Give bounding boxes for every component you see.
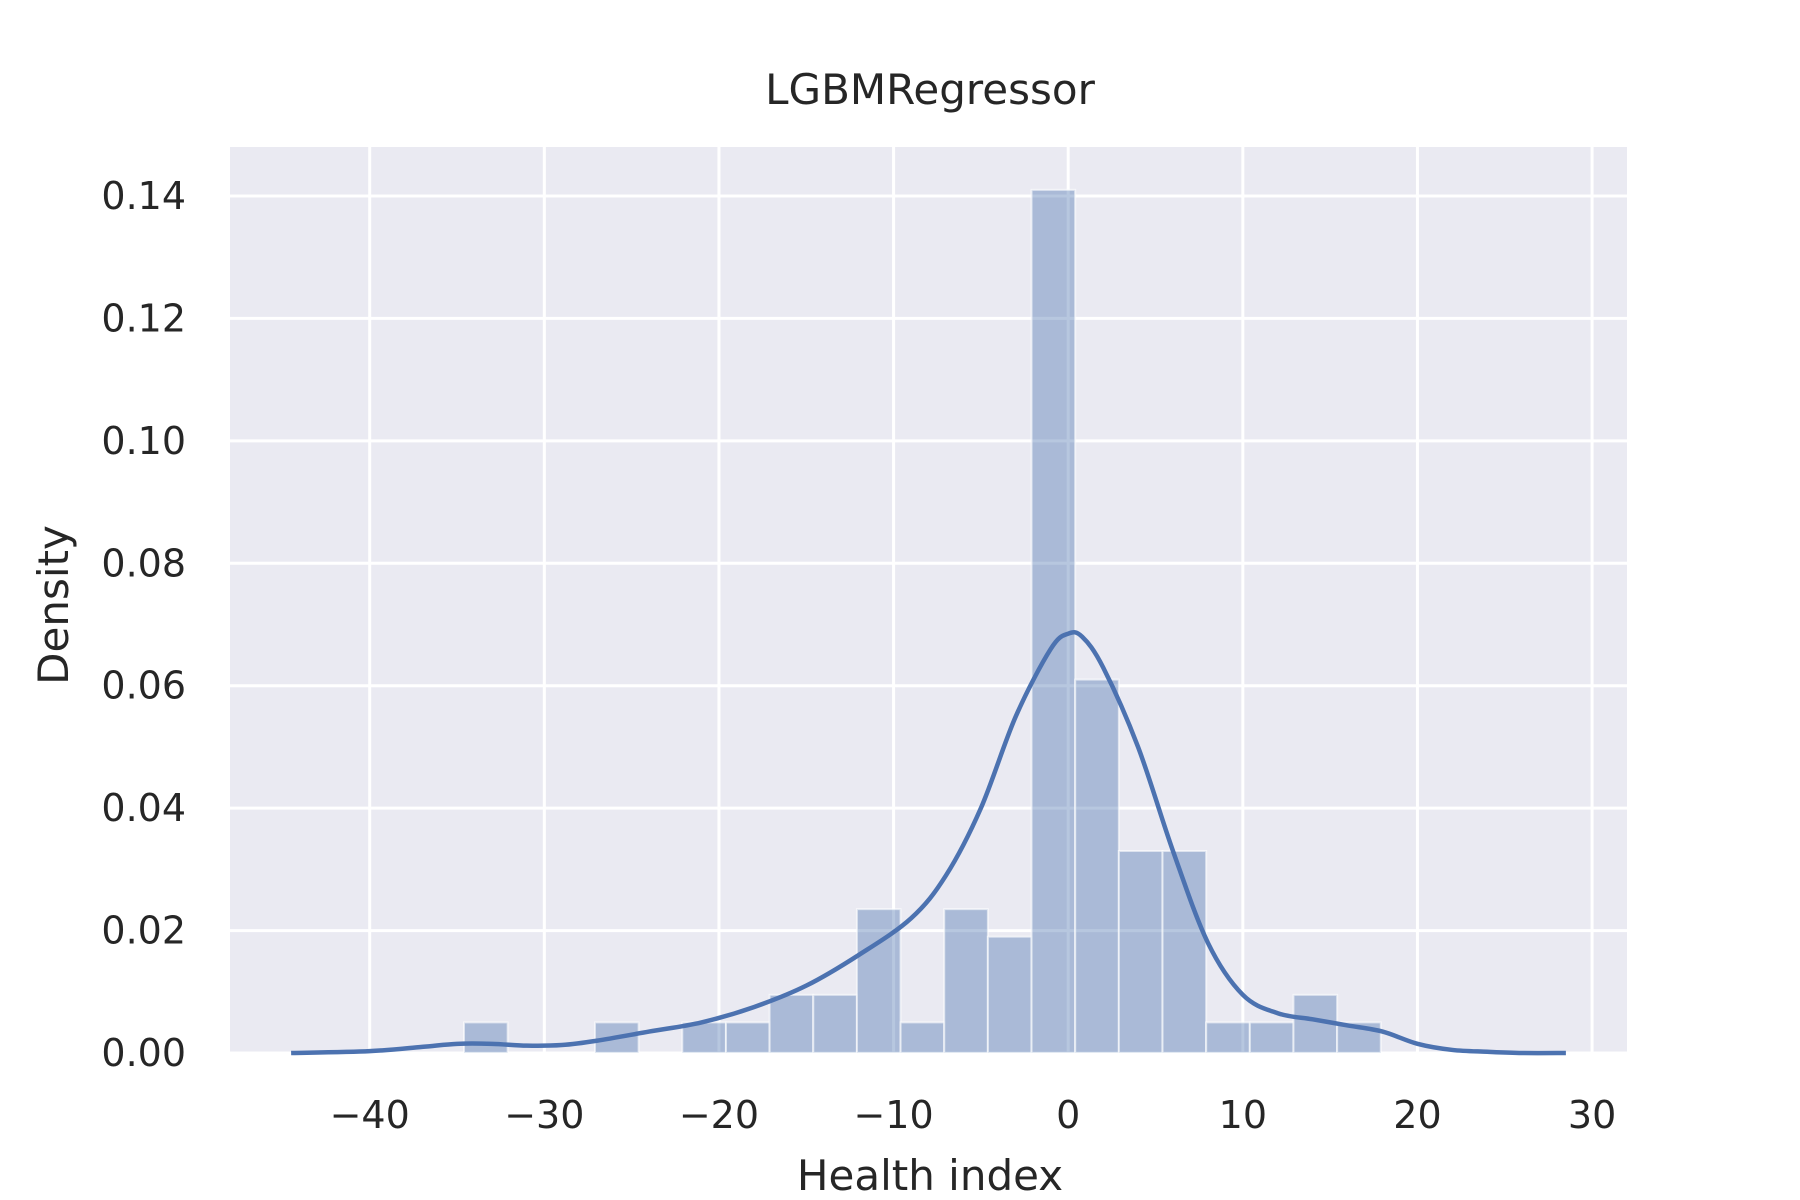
histogram-bar: [986, 935, 1033, 1055]
y-tick-label: 0.04: [101, 786, 186, 830]
histogram-bar: [1117, 849, 1164, 1055]
x-tick-label: 30: [1568, 1093, 1616, 1137]
histogram-bar: [768, 993, 815, 1055]
y-tick-label: 0.02: [101, 909, 186, 953]
chart-title: LGBMRegressor: [765, 65, 1095, 114]
x-tick-labels: −40 −30 −20 −10 0 10 20 30: [330, 1093, 1617, 1137]
x-tick-label: 10: [1219, 1093, 1267, 1137]
y-axis-label: Density: [29, 525, 78, 685]
histogram-bar: [1074, 678, 1120, 1054]
histogram-bar: [724, 1021, 771, 1055]
histogram-bar: [462, 1021, 509, 1055]
histogram-bar: [943, 908, 989, 1055]
x-tick-label: −40: [330, 1093, 410, 1137]
histogram-bar: [681, 1021, 727, 1055]
y-tick-label: 0.06: [101, 664, 186, 708]
x-tick-label: −30: [504, 1093, 584, 1137]
histogram-bars: [462, 188, 1382, 1055]
y-tick-label: 0.08: [101, 541, 186, 585]
grid-lines: [230, 147, 1627, 1055]
kde-curve: [291, 630, 1566, 1056]
x-axis-label: Health index: [797, 1151, 1063, 1200]
x-tick-label: 0: [1056, 1093, 1080, 1137]
x-tick-label: −10: [853, 1093, 933, 1137]
histogram-bar: [812, 993, 858, 1055]
histogram-bar: [1205, 1021, 1251, 1055]
y-tick-label: 0.14: [101, 174, 186, 218]
x-tick-label: −20: [679, 1093, 759, 1137]
histogram-bar: [1248, 1021, 1295, 1055]
y-tick-label: 0.12: [101, 296, 186, 340]
y-tick-labels: 0.00 0.02 0.04 0.06 0.08 0.10 0.12 0.14: [101, 174, 186, 1075]
x-tick-label: 20: [1393, 1093, 1441, 1137]
histogram-bar: [899, 1021, 946, 1055]
y-tick-label: 0.00: [101, 1031, 186, 1075]
histogram-bar: [1030, 188, 1077, 1054]
y-tick-label: 0.10: [101, 419, 186, 463]
